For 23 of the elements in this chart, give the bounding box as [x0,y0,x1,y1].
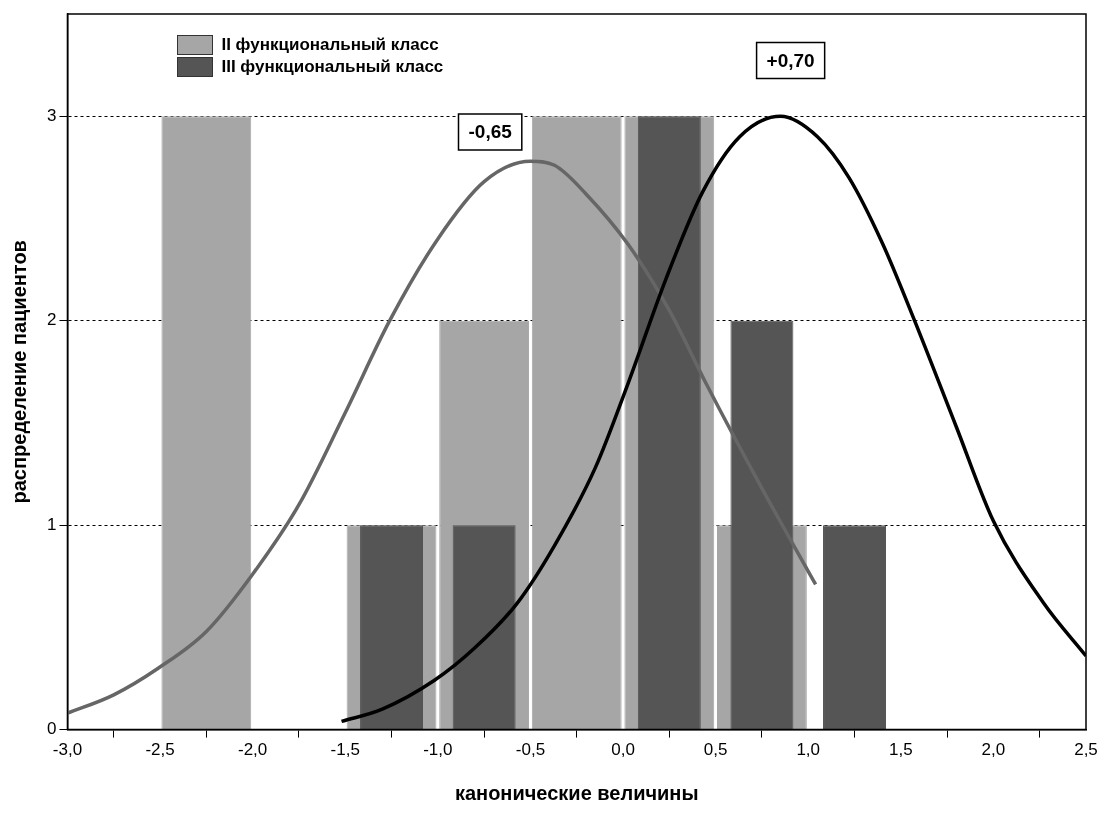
legend-label: III функциональный класс [221,56,444,78]
x-tick-label: 0,5 [703,740,728,760]
y-axis-title: распределение пациентов [7,240,30,504]
x-tick-label: -0,5 [515,740,546,760]
y-tick-label: 3 [46,105,57,125]
x-tick-label: -2,5 [145,740,175,760]
x-tick-label: 1,0 [796,740,821,760]
x-tick-label: 2,0 [981,740,1006,760]
x-tick-label: 0,0 [611,740,635,760]
x-tick-label: -2,0 [238,740,268,760]
line-series [67,159,818,715]
x-tick-label: 1,5 [888,740,913,760]
annotation: +0,70 [766,49,815,71]
y-tick-label: 0 [46,719,57,739]
x-tick-label: -1,0 [423,740,453,760]
x-tick-label: 2,5 [1074,740,1098,760]
y-tick-label: 1 [46,514,57,534]
legend-label: II функциональный класс [221,34,439,56]
x-axis-title: канонические величины [454,781,699,804]
x-tick-label: -1,5 [330,740,360,760]
annotation: -0,65 [468,121,513,143]
y-tick-label: 2 [46,310,57,330]
x-tick-label: -3,0 [52,740,83,760]
